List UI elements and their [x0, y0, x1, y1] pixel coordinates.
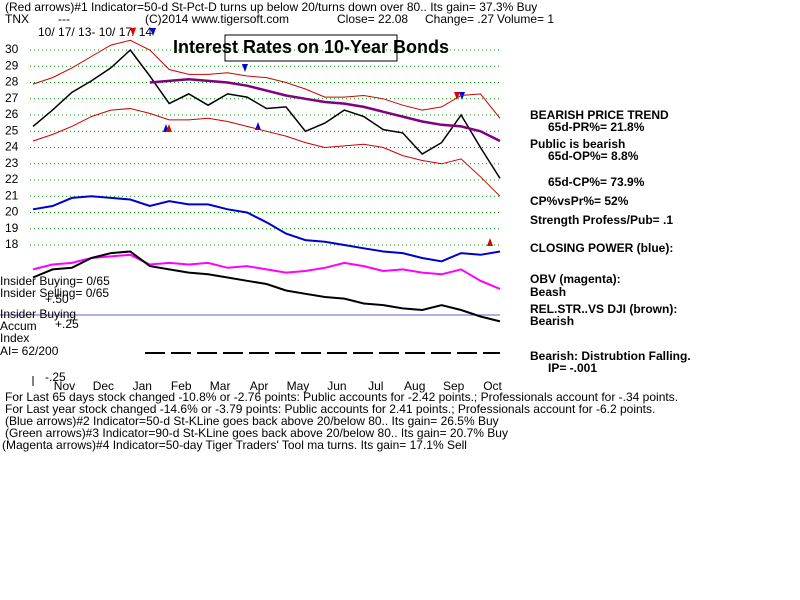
note: (Green arrows)#3 Indicator=90-d St-KLine…	[5, 426, 508, 440]
left-text: AI= 62/200	[0, 344, 59, 358]
dash: ---	[58, 12, 70, 26]
sidebar-text: CP%vsPr%= 52%	[530, 194, 629, 208]
y-tick-label: 19	[5, 221, 19, 235]
left-text: Insider Buying= 0/65	[0, 274, 110, 288]
close: Close= 22.08	[337, 12, 408, 26]
blue-arrow	[255, 122, 261, 130]
sidebar-text: Bearish: Distrubtion Falling.	[530, 349, 691, 363]
change: Change= .27	[425, 12, 494, 26]
y-tick-label: 23	[5, 156, 19, 170]
x-tick-label: Apr	[250, 379, 269, 393]
series-line	[32, 39, 501, 119]
blue-arrow	[242, 64, 248, 72]
y-tick-label: 27	[5, 91, 19, 105]
series-line	[32, 48, 501, 179]
left-text: +.50	[45, 292, 69, 306]
chart-title: Interest Rates on 10-Year Bonds	[173, 37, 449, 57]
sidebar-text: REL.STR..VS DJI (brown):	[530, 302, 677, 316]
sidebar-text: 65d-OP%= 8.8%	[548, 149, 639, 163]
sidebar-text: Public is bearish	[530, 137, 625, 151]
series-line	[32, 107, 501, 197]
x-tick-label: Dec	[93, 379, 114, 393]
x-tick-label: Feb	[171, 379, 192, 393]
y-tick-label: 21	[5, 188, 19, 202]
red-arrow	[454, 92, 460, 100]
series-line	[149, 78, 501, 143]
sidebar-text: 65d-PR%= 21.8%	[548, 120, 645, 134]
x-tick-label: Sep	[443, 379, 465, 393]
sidebar-text: IP= -.001	[548, 361, 597, 375]
y-tick-label: 24	[5, 140, 19, 154]
series-line	[32, 195, 501, 263]
series-line	[32, 253, 501, 290]
note: For Last year stock changed -14.6% or -3…	[5, 402, 655, 416]
y-tick-label: 28	[5, 75, 19, 89]
left-text: Index	[0, 331, 29, 345]
x-tick-label: Jun	[327, 379, 346, 393]
left-text: -.25	[45, 370, 66, 384]
title-box	[224, 34, 398, 62]
y-tick-label: 25	[5, 123, 19, 137]
left-text: +.25	[55, 317, 79, 331]
x-tick-label: Aug	[404, 379, 425, 393]
x-tick-label: Oct	[483, 379, 502, 393]
red-arrow	[130, 28, 136, 36]
note: (Magenta arrows)#4 Indicator=50-day Tige…	[2, 438, 467, 452]
x-tick-label: Nov	[54, 379, 75, 393]
red-arrow	[487, 238, 493, 246]
y-tick-label: 30	[5, 42, 19, 56]
series-line	[32, 250, 501, 323]
sidebar-text: OBV (magenta):	[530, 272, 621, 286]
x-tick-label: Mar	[210, 379, 231, 393]
sidebar-text: CLOSING POWER (blue):	[530, 241, 673, 255]
sidebar-text: BEARISH PRICE TREND	[530, 108, 669, 122]
blue-arrow	[459, 92, 465, 100]
dates: 10/ 17/ 13- 10/ 17/ 14	[38, 25, 152, 39]
ticker: TNX	[5, 12, 29, 26]
arrows	[130, 28, 493, 246]
note: For Last 65 days stock changed -10.8% or…	[5, 390, 678, 404]
y-tick-label: 18	[5, 237, 19, 251]
copyright: (C)2014 www.tigersoft.com	[145, 12, 289, 26]
sidebar-text: Bearish	[530, 314, 574, 328]
y-tick-label: 26	[5, 107, 19, 121]
red-arrow	[166, 124, 172, 132]
y-tick-label: 20	[5, 205, 19, 219]
volume: Volume= 1	[497, 12, 554, 26]
sidebar-text: 65d-CP%= 73.9%	[548, 175, 645, 189]
sidebar-text: Strength Profess/Pub= .1	[530, 213, 673, 227]
x-tick-label: Jan	[133, 379, 152, 393]
x-tick-label: Jul	[368, 379, 383, 393]
left-text: Accum	[0, 319, 37, 333]
y-tick-label: 29	[5, 58, 19, 72]
note: (Blue arrows)#2 Indicator=50-d St-KLine …	[5, 414, 499, 428]
sidebar-text: Beash	[530, 285, 566, 299]
x-tick-label: May	[287, 379, 310, 393]
y-tick-label: 22	[5, 172, 19, 186]
left-text: Insider Buying	[0, 307, 76, 321]
left-text: Insider Selling= 0/65	[0, 286, 109, 300]
header-line: (Red arrows)#1 Indicator=50-d St-Pct-D t…	[5, 0, 537, 14]
blue-arrow	[150, 28, 156, 36]
